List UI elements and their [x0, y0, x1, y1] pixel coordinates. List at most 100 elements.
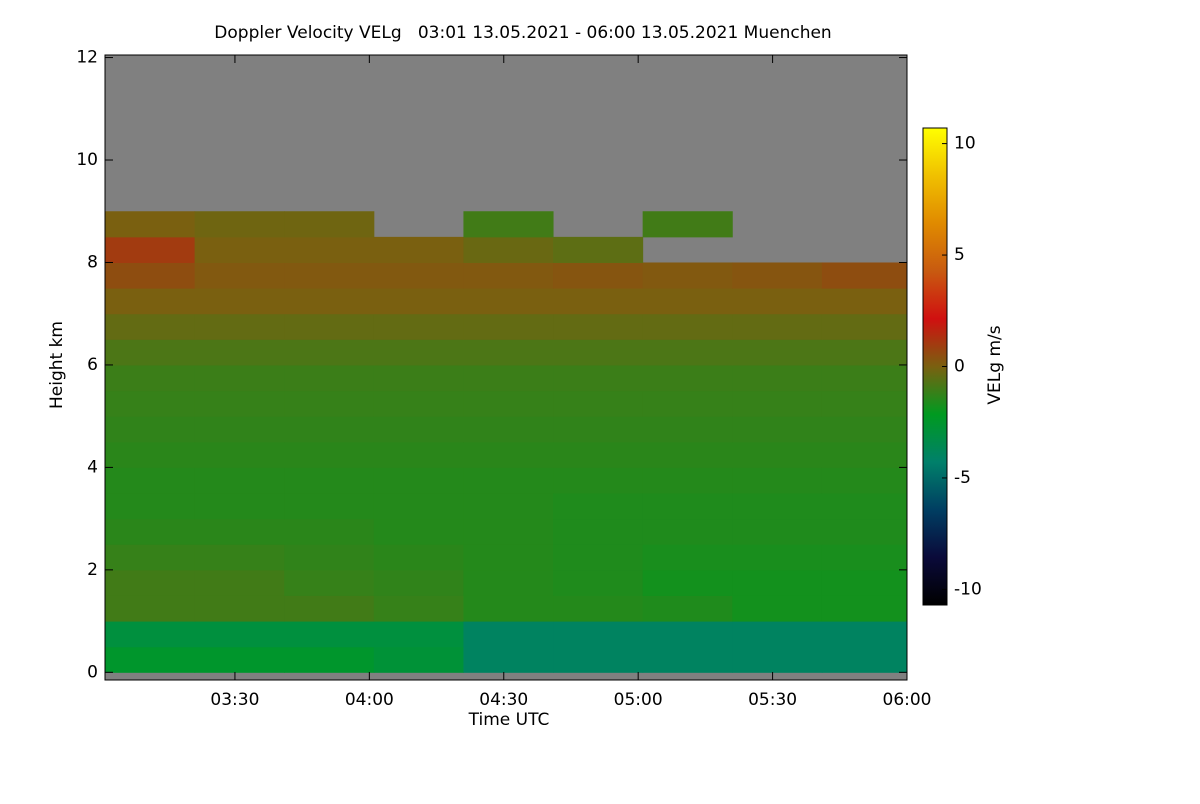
heatmap-cell [105, 262, 196, 289]
x-tick-label: 06:00 [883, 690, 932, 710]
heatmap-cell [194, 390, 285, 417]
heatmap-cell [553, 416, 644, 443]
heatmap-cell [105, 646, 196, 673]
heatmap-cell [105, 313, 196, 340]
heatmap-cell [373, 441, 464, 468]
heatmap-cell [373, 646, 464, 673]
heatmap-cell [732, 595, 823, 622]
heatmap-cell [373, 390, 464, 417]
heatmap-cell [373, 364, 464, 392]
heatmap-cell [284, 211, 375, 238]
heatmap-cell [642, 544, 733, 571]
heatmap-cell [194, 544, 285, 571]
heatmap-cell [284, 364, 375, 392]
heatmap-cell [284, 569, 375, 596]
heatmap-cell [553, 518, 644, 545]
colorbar-label: VELg m/s [985, 325, 1005, 404]
heatmap-cell [732, 518, 823, 545]
heatmap-cell [463, 288, 554, 315]
heatmap-cell [194, 467, 285, 494]
heatmap-cell [732, 569, 823, 596]
heatmap-cell [373, 621, 464, 648]
heatmap-cell [463, 441, 554, 468]
heatmap-cell [553, 364, 644, 392]
heatmap-cell [284, 467, 375, 494]
heatmap-cell [821, 569, 908, 596]
heatmap-cell [373, 467, 464, 494]
heatmap-cell [284, 544, 375, 571]
heatmap-cell [373, 288, 464, 315]
heatmap-cell [553, 288, 644, 315]
heatmap-cell [821, 595, 908, 622]
plot-frame [104, 54, 908, 681]
heatmap-cell [463, 313, 554, 340]
heatmap-cell [732, 544, 823, 571]
heatmap-cell [821, 262, 908, 289]
colorbar-tick-label: -10 [954, 579, 982, 599]
heatmap-cell [284, 262, 375, 289]
heatmap-cell [284, 595, 375, 622]
heatmap-cell [105, 493, 196, 520]
heatmap-cell [105, 211, 196, 238]
heatmap-cell [463, 467, 554, 494]
heatmap-cell [553, 493, 644, 520]
heatmap-cell [105, 339, 196, 366]
heatmap-cell [194, 211, 285, 238]
heatmap-cell [463, 595, 554, 622]
heatmap-cell [553, 262, 644, 289]
heatmap-cell [553, 621, 644, 648]
heatmap-cell [463, 646, 554, 673]
y-tick-label: 10 [76, 150, 98, 170]
heatmap-cell [553, 313, 644, 340]
colorbar-tick-label: 5 [954, 245, 965, 265]
heatmap-cell [642, 646, 733, 673]
heatmap-cell [194, 313, 285, 340]
heatmap-cell [284, 236, 375, 263]
heatmap-cell [642, 467, 733, 494]
y-tick-label: 12 [76, 48, 98, 68]
heatmap-cell [194, 288, 285, 315]
heatmap-cell [642, 595, 733, 622]
heatmap-cell [553, 467, 644, 494]
heatmap-cell [105, 288, 196, 315]
heatmap-cell [642, 518, 733, 545]
colorbar-tick-label: 0 [954, 357, 965, 377]
heatmap-cell [194, 646, 285, 673]
heatmap-cell [463, 262, 554, 289]
heatmap-cell [553, 441, 644, 468]
heatmap-cell [463, 621, 554, 648]
y-tick-label: 4 [87, 457, 98, 477]
heatmap-cell [553, 236, 644, 263]
heatmap-cell [463, 390, 554, 417]
heatmap-cell [284, 313, 375, 340]
heatmap-cell [105, 621, 196, 648]
heatmap-cell [373, 416, 464, 443]
y-tick-label: 0 [87, 662, 98, 682]
heatmap-cell [642, 621, 733, 648]
heatmap-cell [553, 569, 644, 596]
heatmap-cell [463, 544, 554, 571]
y-tick-label: 2 [87, 560, 98, 580]
heatmap-cell [194, 493, 285, 520]
x-tick-label: 05:30 [748, 690, 797, 710]
heatmap-cell [105, 390, 196, 417]
chart-title: Doppler Velocity VELg 03:01 13.05.2021 -… [214, 23, 831, 43]
heatmap-cell [194, 416, 285, 443]
heatmap-cell [732, 441, 823, 468]
heatmap-cell [821, 390, 908, 417]
heatmap-cell [821, 467, 908, 494]
heatmap-cell [373, 262, 464, 289]
heatmap-cell [821, 621, 908, 648]
heatmap-cell [553, 595, 644, 622]
heatmap-cell [821, 288, 908, 315]
heatmap-cell [821, 441, 908, 468]
heatmap-cell [463, 364, 554, 392]
heatmap-cell [105, 595, 196, 622]
heatmap-cell [642, 390, 733, 417]
heatmap-cell [194, 441, 285, 468]
x-tick-label: 03:30 [210, 690, 259, 710]
heatmap-cell [284, 621, 375, 648]
heatmap-cell [373, 595, 464, 622]
heatmap-cell [732, 646, 823, 673]
x-tick-label: 04:00 [345, 690, 394, 710]
